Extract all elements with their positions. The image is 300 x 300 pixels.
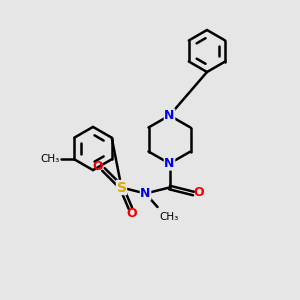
- Text: N: N: [140, 187, 151, 200]
- Text: N: N: [164, 157, 175, 170]
- Text: CH₃: CH₃: [159, 212, 178, 221]
- Text: O: O: [194, 185, 204, 199]
- Text: CH₃: CH₃: [40, 154, 59, 164]
- Text: N: N: [164, 109, 175, 122]
- Text: O: O: [127, 207, 137, 220]
- Text: O: O: [93, 160, 104, 173]
- Text: S: S: [116, 181, 127, 194]
